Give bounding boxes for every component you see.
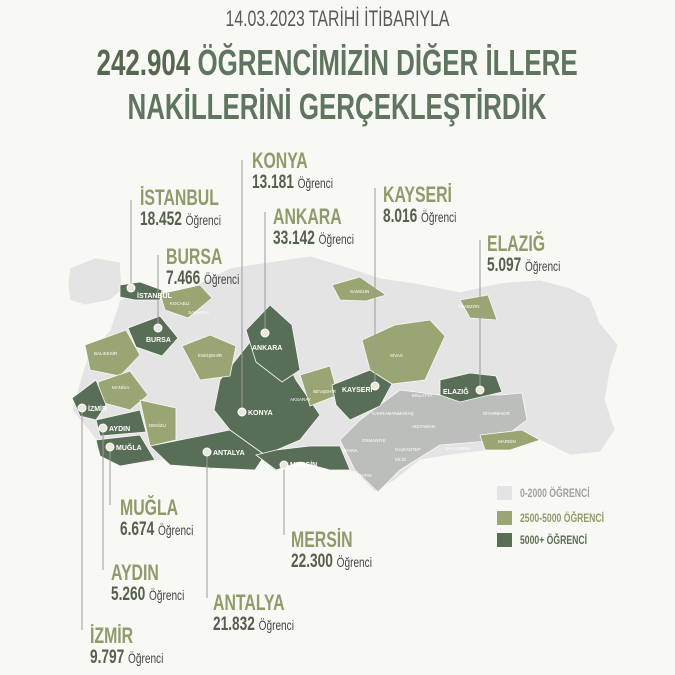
map-label-kahramanmaras: KAHRAMANMARAŞ (372, 411, 414, 416)
callout-lines (81, 160, 481, 630)
pin-icon (475, 385, 485, 395)
province-trabzon (459, 294, 498, 321)
map-label-bursa: BURSA (146, 337, 171, 344)
callout-konya: KONYA 13.181 Öğrenci (252, 148, 333, 194)
map-label-ankara: ANKARA (252, 345, 282, 352)
pin-icon (279, 460, 289, 470)
callout-elazig: ELAZIĞ 5.097 Öğrenci (487, 231, 561, 277)
date-subtitle: 14.03.2023 TARİHİ İTİBARIYLA (225, 6, 450, 31)
province-kocaeli-sakarya (159, 284, 213, 319)
map-label-gaziantep: GAZİANTEP (395, 446, 421, 452)
province-ankara (245, 304, 301, 383)
map-label-kilis: KİLİS (395, 456, 406, 462)
callout-ankara: ANKARA 33.142 Öğrenci (273, 204, 354, 250)
pin-icon (105, 442, 115, 452)
headline-line2: NAKİLLERİNİ GERÇEKLEŞTİRDİK (127, 86, 548, 127)
map-label-elazig: ELAZIĞ (443, 387, 469, 396)
map-label-aydin: AYDIN (109, 426, 130, 433)
province-bursa (127, 315, 179, 357)
map-label-aksaray: AKSARAY (290, 397, 311, 402)
province-elazig (439, 372, 503, 403)
map-label-diyarbakir: DİYARBAKIR (483, 410, 511, 416)
callout-antalya: ANTALYA 21.832 Öğrenci (213, 590, 294, 636)
legend-swatch (497, 485, 512, 500)
callout-kayseri: KAYSERİ 8.016 Öğrenci (383, 182, 457, 228)
headline-line1: 242.904 ÖĞRENCİMİZİN DİĞER İLLERE (96, 42, 579, 83)
callout-istanbul: İSTANBUL 18.452 Öğrenci (140, 185, 221, 231)
total-count: 242.904 (96, 42, 191, 83)
map-label-mardin: MARDİN (498, 438, 516, 444)
legend-swatch (497, 510, 512, 525)
map-label-nevsehir: NEVŞEHİR (313, 388, 337, 394)
pin-icon (370, 381, 380, 391)
map-label-kayseri: KAYSERİ (342, 386, 373, 394)
map-label-osmaniye: OSMANİYE (362, 437, 386, 443)
callout-bursa: BURSA 7.466 Öğrenci (166, 244, 240, 290)
map-label-adana: ADANA (342, 448, 358, 453)
map-label-balikesir: BALIKESİR (94, 350, 118, 356)
province-denizli (139, 399, 177, 447)
map-label-kocaeli: KOCAELİ (170, 300, 190, 306)
pin-icon (153, 323, 163, 333)
callout-izmir: İZMİR 9.797 Öğrenci (90, 623, 164, 669)
map-label-eskisehir: ESKİŞEHİR (198, 352, 223, 358)
map-label-izmir: İZMİR (88, 405, 107, 413)
pin-icon (237, 407, 247, 417)
province-sivas (361, 319, 446, 385)
pin-icon (260, 328, 270, 338)
map-label-manisa: MANİSA (112, 384, 129, 390)
legend-swatch (497, 532, 512, 547)
province-aydin (95, 409, 147, 437)
pin-icon (126, 283, 136, 293)
map-label-trabzon: TRABZON (458, 304, 480, 309)
map-label-adiyaman: ADIYAMAN (412, 424, 435, 429)
province-eskisehir (181, 334, 237, 381)
callout-mersin: MERSİN 22.300 Öğrenci (291, 527, 372, 573)
map-label-sivas: SİVAS (390, 352, 403, 358)
pin-icon (202, 447, 212, 457)
map-label-mersin: MERSİN (290, 461, 317, 469)
legend-item-mid: 2500-5000 ÖĞRENCİ (497, 510, 637, 525)
map-label-antalya: ANTALYA (213, 450, 245, 457)
map-label-sanliurfa: ŞANLIURFA (445, 446, 470, 451)
map-label-samsun: SAMSUN (350, 289, 369, 294)
pin-icon (98, 423, 108, 433)
legend-item-low: 0-2000 ÖĞRENCİ (497, 485, 617, 500)
pin-icon (77, 403, 87, 413)
callout-mugla: MUĞLA 6.674 Öğrenci (120, 495, 194, 541)
thrace-region (67, 257, 123, 306)
province-balikesir (84, 329, 141, 377)
map-label-hatay: HATAY (358, 473, 372, 478)
province-mardin (479, 429, 541, 451)
callout-aydin: AYDIN 5.260 Öğrenci (111, 560, 185, 606)
map-label-sakarya: SAKARYA (188, 310, 209, 315)
legend-item-high: 5000+ ÖĞRENCİ (497, 532, 613, 547)
map-label-malatya: MALATYA (412, 393, 432, 398)
map-label-istanbul: İSTANBUL (137, 292, 173, 300)
map-label-mugla: MUĞLA (116, 443, 142, 452)
map-label-denizli: DENİZLİ (149, 422, 166, 428)
map-label-konya: KONYA (248, 410, 273, 417)
province-samsun (331, 276, 387, 302)
